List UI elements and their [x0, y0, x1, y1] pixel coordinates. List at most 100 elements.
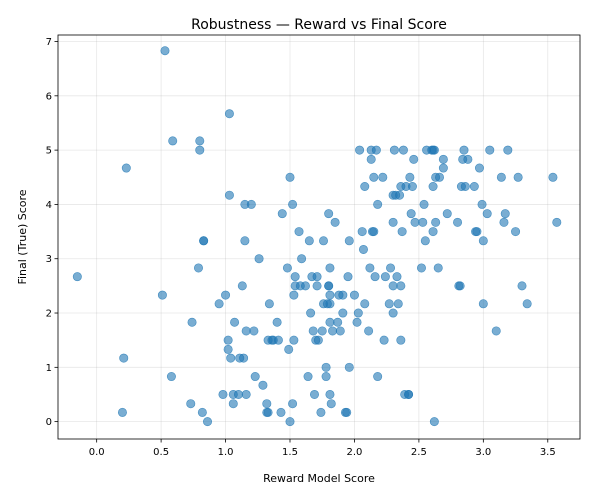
data-point: [360, 182, 370, 192]
data-point: [428, 227, 438, 237]
data-point: [321, 372, 331, 382]
data-point: [294, 227, 304, 237]
data-point: [240, 236, 250, 246]
data-point: [344, 362, 354, 372]
data-point: [358, 244, 368, 254]
data-point: [429, 417, 439, 427]
data-point: [398, 145, 408, 155]
data-point: [344, 236, 354, 246]
data-point: [353, 308, 363, 318]
data-point: [262, 399, 272, 409]
data-point: [455, 281, 465, 291]
data-point: [395, 190, 405, 200]
data-point: [357, 227, 367, 237]
data-point: [431, 217, 441, 227]
data-point: [384, 299, 394, 309]
data-point: [389, 145, 399, 155]
data-point: [433, 263, 443, 273]
y-tick-label: 2: [46, 309, 52, 320]
data-point: [369, 227, 379, 237]
data-point: [325, 299, 335, 309]
data-point: [338, 290, 348, 300]
data-point: [392, 272, 402, 282]
data-point: [221, 290, 231, 300]
data-point: [187, 317, 197, 327]
data-point: [277, 209, 287, 219]
data-point: [272, 317, 282, 327]
data-point: [273, 335, 283, 345]
data-point: [223, 335, 233, 345]
data-point: [463, 154, 473, 164]
data-point: [552, 217, 562, 227]
y-tick-label: 5: [46, 146, 52, 157]
data-point: [72, 272, 82, 282]
x-tick-label: 2.0: [346, 447, 362, 458]
data-point: [325, 317, 335, 327]
data-point: [288, 399, 298, 409]
data-point: [460, 182, 470, 192]
data-point: [428, 182, 438, 192]
data-point: [343, 272, 353, 282]
data-point: [429, 145, 439, 155]
data-point: [224, 190, 234, 200]
data-points: [72, 46, 562, 427]
data-point: [300, 281, 310, 291]
data-point: [309, 389, 319, 399]
data-point: [289, 290, 299, 300]
data-point: [419, 199, 429, 209]
data-point: [386, 263, 396, 273]
data-point: [303, 372, 313, 382]
data-point: [157, 290, 167, 300]
data-point: [160, 46, 170, 56]
data-point: [396, 335, 406, 345]
y-axis-label: Final (True) Score: [16, 189, 29, 284]
data-point: [226, 353, 236, 363]
data-point: [241, 326, 251, 336]
data-point: [249, 326, 259, 336]
data-point: [396, 281, 406, 291]
data-point: [474, 163, 484, 173]
data-point: [186, 399, 196, 409]
data-point: [397, 227, 407, 237]
data-point: [223, 344, 233, 354]
data-point: [393, 299, 403, 309]
data-point: [306, 308, 316, 318]
data-point: [548, 172, 558, 182]
data-point: [195, 136, 205, 146]
data-point: [239, 353, 249, 363]
data-point: [246, 199, 256, 209]
data-point: [324, 281, 334, 291]
data-point: [366, 154, 376, 164]
data-point: [119, 353, 129, 363]
data-point: [369, 172, 379, 182]
data-point: [199, 236, 209, 246]
data-point: [482, 209, 492, 219]
data-point: [355, 145, 365, 155]
data-point: [522, 299, 532, 309]
data-point: [319, 236, 329, 246]
data-point: [477, 199, 487, 209]
data-point: [335, 326, 345, 336]
data-point: [342, 407, 352, 417]
data-point: [117, 407, 127, 417]
data-point: [166, 372, 176, 382]
data-point: [312, 281, 322, 291]
data-point: [290, 272, 300, 282]
data-point: [324, 209, 334, 219]
data-point: [373, 372, 383, 382]
data-point: [312, 272, 322, 282]
x-tick-label: 1.0: [218, 447, 234, 458]
data-point: [258, 380, 268, 390]
y-axis: 0 1 2 3 4 5 6 7: [46, 37, 58, 428]
x-tick-label: 2.5: [411, 447, 427, 458]
data-point: [241, 389, 251, 399]
data-point: [373, 199, 383, 209]
data-point: [469, 182, 479, 192]
data-point: [478, 236, 488, 246]
data-point: [282, 263, 292, 273]
data-point: [325, 290, 335, 300]
data-point: [317, 326, 327, 336]
data-point: [284, 344, 294, 354]
x-axis: 0.0 0.5 1.0 1.5 2.0 2.5 3.0 3.5: [89, 439, 556, 458]
plot-frame: [57, 34, 581, 440]
